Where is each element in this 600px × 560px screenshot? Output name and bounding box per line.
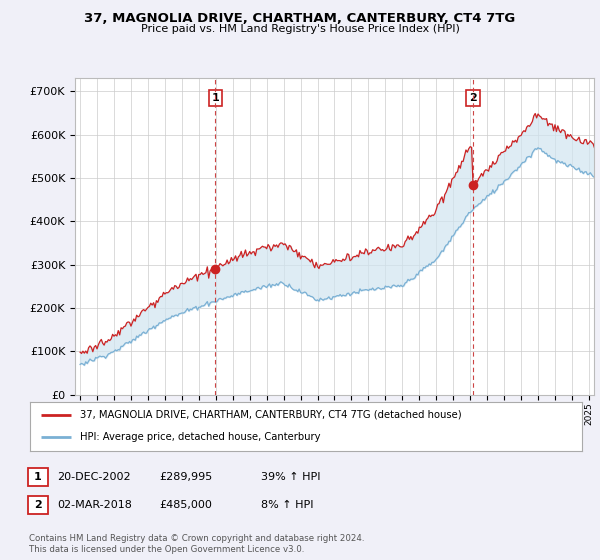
- Text: £485,000: £485,000: [159, 500, 212, 510]
- Text: 39% ↑ HPI: 39% ↑ HPI: [261, 472, 320, 482]
- Text: Price paid vs. HM Land Registry's House Price Index (HPI): Price paid vs. HM Land Registry's House …: [140, 24, 460, 34]
- Text: 02-MAR-2018: 02-MAR-2018: [57, 500, 132, 510]
- Text: 2: 2: [469, 93, 477, 103]
- Text: £289,995: £289,995: [159, 472, 212, 482]
- Text: Contains HM Land Registry data © Crown copyright and database right 2024.: Contains HM Land Registry data © Crown c…: [29, 534, 364, 543]
- Text: 37, MAGNOLIA DRIVE, CHARTHAM, CANTERBURY, CT4 7TG: 37, MAGNOLIA DRIVE, CHARTHAM, CANTERBURY…: [85, 12, 515, 25]
- Text: 37, MAGNOLIA DRIVE, CHARTHAM, CANTERBURY, CT4 7TG (detached house): 37, MAGNOLIA DRIVE, CHARTHAM, CANTERBURY…: [80, 410, 461, 420]
- Text: HPI: Average price, detached house, Canterbury: HPI: Average price, detached house, Cant…: [80, 432, 320, 442]
- Text: This data is licensed under the Open Government Licence v3.0.: This data is licensed under the Open Gov…: [29, 545, 304, 554]
- Text: 1: 1: [211, 93, 219, 103]
- Text: 2: 2: [34, 500, 41, 510]
- Text: 20-DEC-2002: 20-DEC-2002: [57, 472, 131, 482]
- Text: 8% ↑ HPI: 8% ↑ HPI: [261, 500, 314, 510]
- Text: 1: 1: [34, 472, 41, 482]
